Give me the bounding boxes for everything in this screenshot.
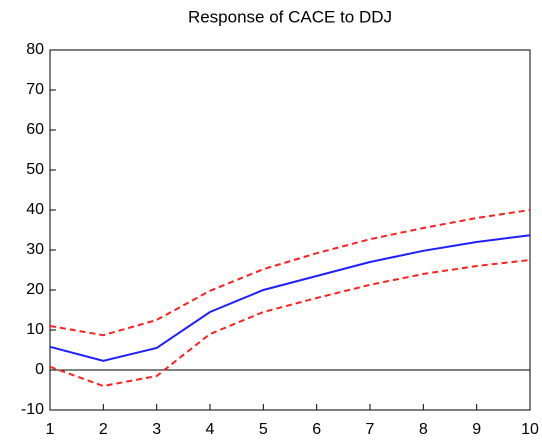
x-tick-label: 10 xyxy=(521,421,539,438)
x-tick-label: 6 xyxy=(312,421,321,438)
y-tick-label: 50 xyxy=(26,161,44,178)
plot-frame xyxy=(49,49,531,411)
x-tick-label: 3 xyxy=(152,421,161,438)
x-tick-label: 7 xyxy=(366,421,375,438)
y-tick-label: 0 xyxy=(35,361,44,378)
x-tick-label: 8 xyxy=(419,421,428,438)
x-tick-label: 2 xyxy=(99,421,108,438)
y-tick-label: 10 xyxy=(26,321,44,338)
y-tick-label: 20 xyxy=(26,281,44,298)
x-tick-label: 5 xyxy=(259,421,268,438)
chart-title: Response of CACE to DDJ xyxy=(188,7,392,26)
x-tick-label: 4 xyxy=(206,421,215,438)
y-tick-label: 80 xyxy=(26,41,44,58)
series-line xyxy=(49,259,531,388)
series-line xyxy=(49,209,531,337)
series-line xyxy=(49,234,531,362)
y-tick-label: 60 xyxy=(26,121,44,138)
y-tick-label: 30 xyxy=(26,241,44,258)
y-tick-label: 70 xyxy=(26,81,44,98)
y-tick-label: 40 xyxy=(26,201,44,218)
x-tick-label: 9 xyxy=(472,421,481,438)
y-tick-label: -10 xyxy=(21,401,44,418)
x-tick-label: 1 xyxy=(46,421,55,438)
